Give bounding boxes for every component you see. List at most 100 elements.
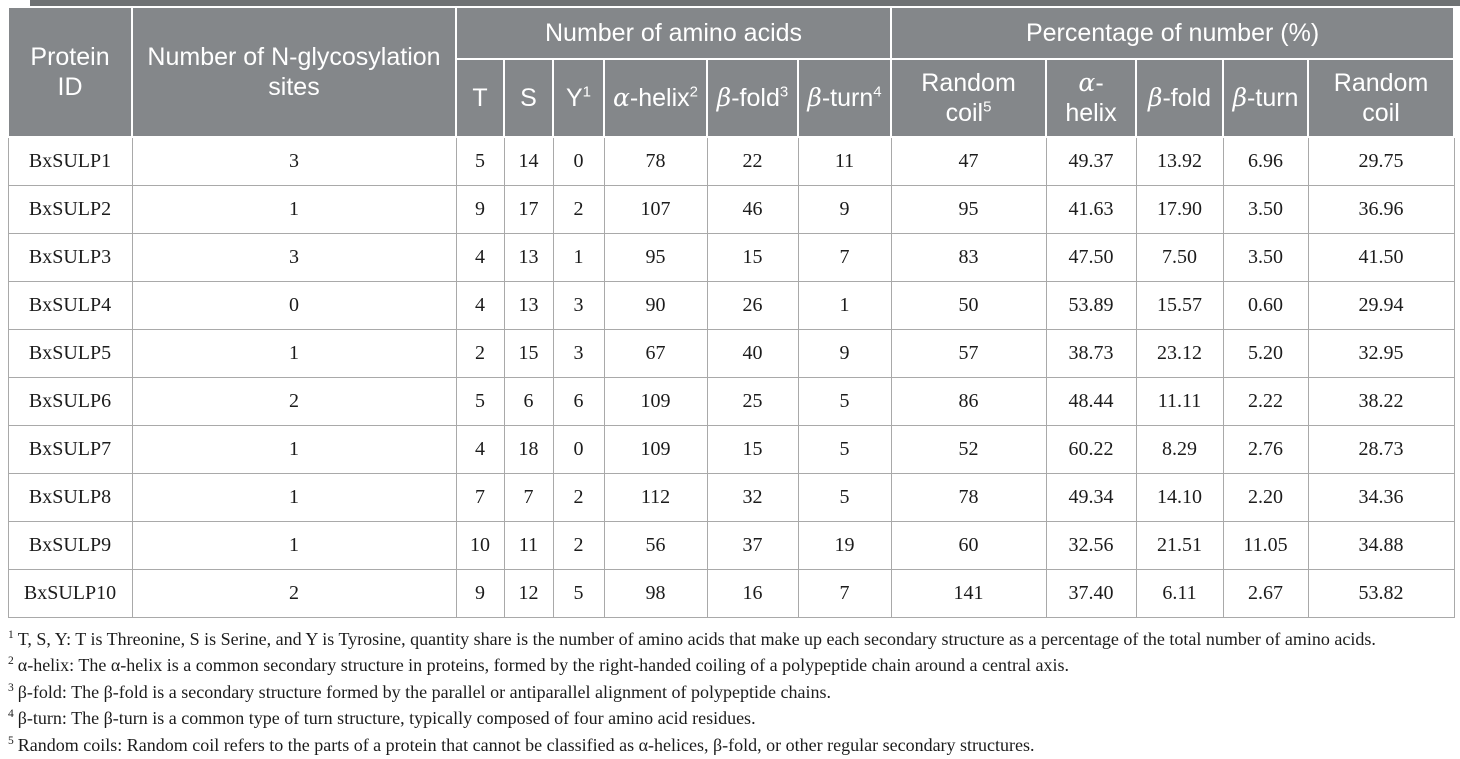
table-cell: 109 xyxy=(603,376,708,426)
group-header-percentage-of-number: Percentage of number (%) xyxy=(890,6,1456,60)
greek-letter: α xyxy=(1078,67,1096,97)
table-cell: 32 xyxy=(706,472,799,522)
table-row: BxSULP7 1 4 18 0 109 15 5 52 60.22 8.29 2.76 28.73 xyxy=(7,424,1455,474)
table-cell: 2 xyxy=(131,568,457,618)
footnote-marker: 2 xyxy=(8,655,14,668)
table-cell: 4 xyxy=(455,424,505,474)
table-cell: 1 xyxy=(131,184,457,234)
footnote-marker: 1 xyxy=(582,83,592,101)
protein-id-cell: BxSULP2 xyxy=(7,184,133,234)
table-cell: 9 xyxy=(455,184,505,234)
footnote-3: 3 β-fold: The β-fold is a secondary struc… xyxy=(8,679,1456,705)
column-header-label: -turn xyxy=(1247,83,1299,112)
table-cell: 90 xyxy=(603,280,708,330)
table-cell: 2 xyxy=(552,184,605,234)
footnotes: 1 T, S, Y: T is Threonine, S is Serine, a… xyxy=(8,626,1456,758)
column-header-random-coil-pct: Random coil xyxy=(1307,58,1456,138)
table-cell: 2 xyxy=(552,520,605,570)
protein-id-cell: BxSULP5 xyxy=(7,328,133,378)
greek-letter: β xyxy=(807,82,822,112)
protein-id-cell: BxSULP10 xyxy=(7,568,133,618)
protein-id-cell: BxSULP4 xyxy=(7,280,133,330)
table-cell: 6.96 xyxy=(1222,136,1309,186)
table-cell: 2 xyxy=(131,376,457,426)
column-header-label: -helix xyxy=(629,83,690,112)
table-cell: 46 xyxy=(706,184,799,234)
table-cell: 2.20 xyxy=(1222,472,1309,522)
greek-letter: β xyxy=(1232,82,1248,112)
column-header-label: -fold xyxy=(1162,83,1212,112)
footnote-text: β-turn: The β-turn is a common type of t… xyxy=(17,708,756,729)
table-cell: 7 xyxy=(503,472,554,522)
table-cell: 47 xyxy=(890,136,1047,186)
table-cell: 49.37 xyxy=(1045,136,1137,186)
table-cell: 18 xyxy=(503,424,554,474)
protein-id-cell: BxSULP7 xyxy=(7,424,133,474)
group-header-number-of-amino-acids: Number of amino acids xyxy=(454,6,893,60)
table-cell: 98 xyxy=(603,568,708,618)
table-cell: 29.75 xyxy=(1307,136,1455,186)
greek-letter: β xyxy=(1147,82,1163,112)
table-cell: 14 xyxy=(503,136,554,186)
table-cell: 48.44 xyxy=(1045,376,1137,426)
protein-id-cell: BxSULP8 xyxy=(7,472,133,522)
footnote-text: T, S, Y: T is Threonine, S is Serine, an… xyxy=(17,629,1376,649)
footnote-5: 5 Random coils: Random coil refers to the… xyxy=(8,732,1456,758)
column-header-beta-turn-count: β-turn4 xyxy=(796,58,893,138)
table-cell: 95 xyxy=(603,232,708,282)
table-cell: 47.50 xyxy=(1045,232,1137,282)
table-cell: 41.50 xyxy=(1307,232,1455,282)
table-cell: 141 xyxy=(890,568,1047,618)
column-header-label: Random coil xyxy=(921,68,1016,128)
table-row: BxSULP2 1 9 17 2 107 46 9 95 41.63 17.90 3.50 36.96 xyxy=(7,184,1455,234)
protein-id-cell: BxSULP3 xyxy=(7,232,133,282)
footnote-marker: 3 xyxy=(8,681,14,694)
table-cell: 3.50 xyxy=(1222,184,1309,234)
column-header-alpha-helix-pct: α-helix xyxy=(1045,58,1138,138)
table-cell: 13 xyxy=(503,280,554,330)
table-cell: 11 xyxy=(503,520,554,570)
table-cell: 37.40 xyxy=(1045,568,1137,618)
footnote-marker: 4 xyxy=(873,83,882,101)
table-cell: 3 xyxy=(131,136,457,186)
table-cell: 2.67 xyxy=(1222,568,1309,618)
table-cell: 2 xyxy=(455,328,505,378)
table-cell: 5 xyxy=(455,376,505,426)
column-header-beta-turn-pct: β-turn xyxy=(1222,58,1310,138)
column-header-label: -turn xyxy=(821,83,874,112)
table-cell: 53.89 xyxy=(1045,280,1137,330)
table-cell: 57 xyxy=(890,328,1047,378)
table-cell: 3.50 xyxy=(1222,232,1309,282)
table-row: BxSULP4 0 4 13 3 90 26 1 50 53.89 15.57 0.60 29.94 xyxy=(7,280,1455,330)
footnote-marker: 3 xyxy=(779,83,789,101)
table-cell: 36.96 xyxy=(1307,184,1455,234)
table-cell: 60 xyxy=(890,520,1047,570)
table-row: BxSULP10 2 9 12 5 98 16 7 141 37.40 6.11 2.67 53.82 xyxy=(7,568,1455,618)
column-header-beta-fold-count: β-fold3 xyxy=(706,58,799,138)
table-cell: 15 xyxy=(706,424,799,474)
table-cell: 1 xyxy=(797,280,892,330)
table-cell: 40 xyxy=(706,328,799,378)
table-cell: 9 xyxy=(797,328,892,378)
table-cell: 78 xyxy=(890,472,1047,522)
table-cell: 16 xyxy=(706,568,799,618)
footnote-2: 2 α-helix: The α-helix is a common second… xyxy=(8,652,1456,678)
table-top-rule xyxy=(30,0,1460,6)
footnote-4: 4 β-turn: The β-turn is a common type of … xyxy=(8,705,1456,731)
table-wrapper: Protein ID Number of N-glycosylation sit… xyxy=(7,6,1456,618)
table-cell: 95 xyxy=(890,184,1047,234)
table-cell: 7.50 xyxy=(1135,232,1224,282)
table-cell: 3 xyxy=(552,280,605,330)
table-cell: 1 xyxy=(552,232,605,282)
table-cell: 5 xyxy=(797,376,892,426)
table-cell: 1 xyxy=(131,520,457,570)
column-header-label: S xyxy=(520,83,537,112)
table-cell: 3 xyxy=(131,232,457,282)
table-cell: 15 xyxy=(503,328,554,378)
footnote-text: β-fold: The β-fold is a secondary struct… xyxy=(17,681,831,702)
column-header-beta-fold-pct: β-fold xyxy=(1135,58,1225,138)
table-cell: 15 xyxy=(706,232,799,282)
table-cell: 11 xyxy=(797,136,892,186)
table-cell: 22 xyxy=(706,136,799,186)
